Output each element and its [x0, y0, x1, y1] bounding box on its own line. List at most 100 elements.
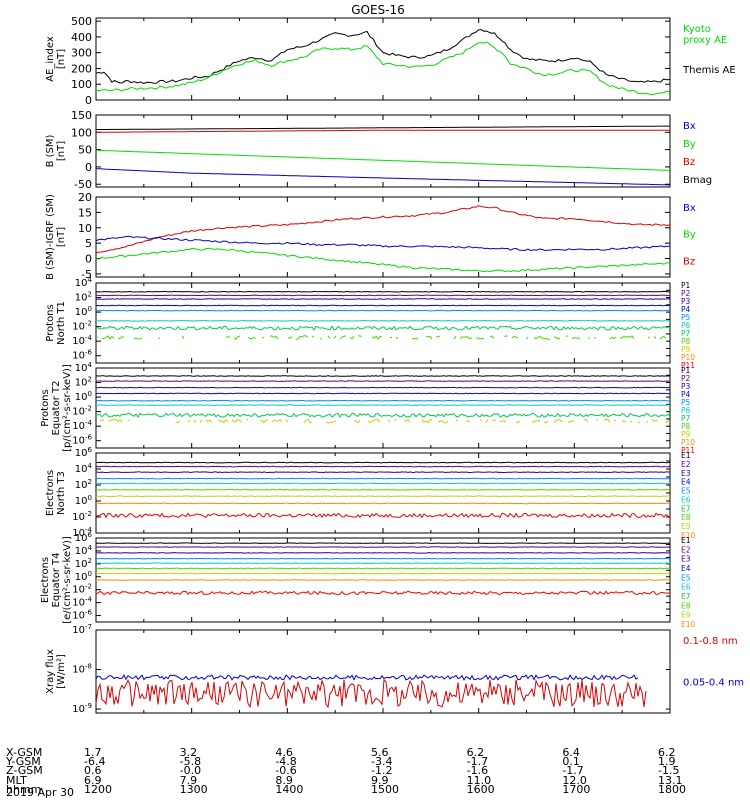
y-tick-label: 0: [85, 94, 92, 107]
channel-label: E9: [681, 611, 691, 620]
y-tick-label: 50: [78, 144, 92, 157]
channel-label: P10: [681, 438, 695, 447]
series-line: [95, 149, 671, 171]
panel-xray: 10-7 10-8 10-9 Xray flux[W/m²] 0.1-0.8 nm 0.0…: [45, 623, 744, 715]
panel-bsm: -50 0 50 100 150 B (SM)[nT] Bx By Bz Bmag: [45, 109, 712, 191]
series-line: [95, 205, 671, 254]
panel-bsm_igrf: -5 0 5 10 15 20 B (SM)-IGRF (SM)[nT] Bx By Bz: [45, 191, 696, 281]
channel-label: P8: [681, 337, 691, 346]
ephemeris-value: 1300: [179, 782, 208, 796]
y-tick-label: 10-9: [72, 702, 92, 715]
series-line: [96, 579, 670, 581]
date-label: 2019 Apr 30: [6, 786, 75, 799]
series-line: [95, 471, 671, 474]
channel-label: P11: [681, 446, 695, 455]
series-line: [95, 399, 671, 402]
channel-label: E4: [681, 478, 691, 487]
ephemeris-value: 0.6: [84, 764, 102, 778]
channel-label: P4: [681, 305, 691, 314]
series-line: [95, 29, 671, 85]
legend-label: By: [683, 230, 696, 241]
series-line: [95, 562, 670, 565]
series-line: [95, 325, 671, 331]
figure-title: GOES-16: [351, 3, 405, 17]
y-tick-label: 10-4: [72, 419, 92, 432]
y-tick-label: 10-4: [72, 596, 92, 609]
panel-ae: 0 100 200 300 400 500 AE_index[nT] Kyoto proxy A…: [45, 15, 736, 107]
channel-label: P6: [681, 321, 691, 330]
ephemeris-value: 1700: [562, 782, 591, 796]
legend-label: Bx: [683, 203, 696, 214]
series-line: [95, 309, 670, 312]
ephemeris-value: -0.6: [275, 764, 297, 778]
ephemeris-value: -1.7: [466, 755, 489, 769]
ephemeris-value: 9.9: [371, 773, 389, 787]
y-tick-label: -5: [81, 268, 92, 281]
channel-label: P8: [681, 422, 691, 431]
ephemeris-value: 8.9: [275, 773, 293, 787]
y-tick-label: 5: [85, 237, 92, 250]
ephemeris-value: 1800: [658, 782, 686, 796]
series-line: [96, 125, 670, 130]
channel-label: P4: [681, 390, 691, 399]
series-line: [95, 502, 671, 505]
panel-frame: [95, 114, 671, 188]
ephemeris-value: 1400: [275, 782, 304, 796]
legend-label: Bz: [683, 256, 695, 267]
series-line: [95, 552, 671, 554]
y-tick-label: 20: [78, 191, 92, 204]
y-tick-label: 104: [75, 462, 93, 475]
y-tick-label: 200: [71, 62, 92, 75]
y-tick-label: 10-7: [72, 623, 92, 636]
y-tick-label: 500: [71, 15, 92, 28]
ephemeris-value: -5.8: [179, 755, 202, 769]
panel-electrons_t4: 10610410210010-210-410-6ElectronsEquator…: [40, 531, 696, 629]
channel-label: E10: [681, 620, 696, 629]
channel-label: E2: [681, 545, 691, 554]
y-tick-label: 100: [75, 390, 92, 403]
channel-label: E8: [681, 601, 691, 610]
y-tick-label: 100: [75, 305, 92, 318]
y-axis-label: B (SM)-IGRF (SM)[nT]: [45, 194, 67, 280]
series-line: [95, 542, 671, 544]
y-tick-label: 10-2: [72, 405, 92, 418]
y-axis-label: Xray flux[W/m²]: [45, 649, 67, 694]
y-tick-label: 100: [71, 126, 92, 139]
series-line: [96, 386, 671, 389]
channel-label: P11: [681, 361, 695, 370]
series-line: [95, 298, 671, 300]
legend-label: Bx: [683, 121, 696, 132]
channel-label: P10: [681, 353, 695, 362]
ephemeris-value: 6.9: [84, 773, 102, 787]
y-tick-label: 10-2: [72, 583, 92, 596]
ephemeris-value: 6.2: [466, 746, 485, 759]
channel-label: P2: [681, 289, 691, 298]
series-line: [95, 168, 670, 186]
legend-label: 0.1-0.8 nm: [683, 636, 738, 647]
y-axis-label: B (SM)[nT]: [45, 134, 67, 167]
channel-label: P3: [681, 382, 691, 391]
ephemeris-value: 13.1: [658, 773, 683, 787]
y-tick-label: 10-6: [72, 434, 92, 447]
y-tick-label: 102: [75, 478, 92, 491]
series-line: [95, 590, 671, 596]
y-tick-label: 10-8: [72, 663, 92, 676]
series-line: [95, 488, 671, 491]
series-line: [95, 678, 647, 709]
channel-label: P9: [681, 430, 691, 439]
series-line: [96, 404, 671, 406]
channel-label: E5: [681, 573, 691, 582]
channel-label: P2: [681, 374, 691, 383]
channel-label: E6: [681, 495, 691, 504]
y-tick-label: 15: [78, 206, 92, 219]
panel-frame: [95, 367, 671, 449]
channel-label: P5: [681, 398, 691, 407]
y-tick-label: 104: [75, 276, 93, 289]
ephemeris-value: 1.9: [658, 755, 676, 769]
ephemeris-value: 7.9: [179, 773, 198, 787]
ephemeris-value: -1.7: [562, 764, 584, 778]
ephemeris-value: 1500: [371, 782, 399, 796]
